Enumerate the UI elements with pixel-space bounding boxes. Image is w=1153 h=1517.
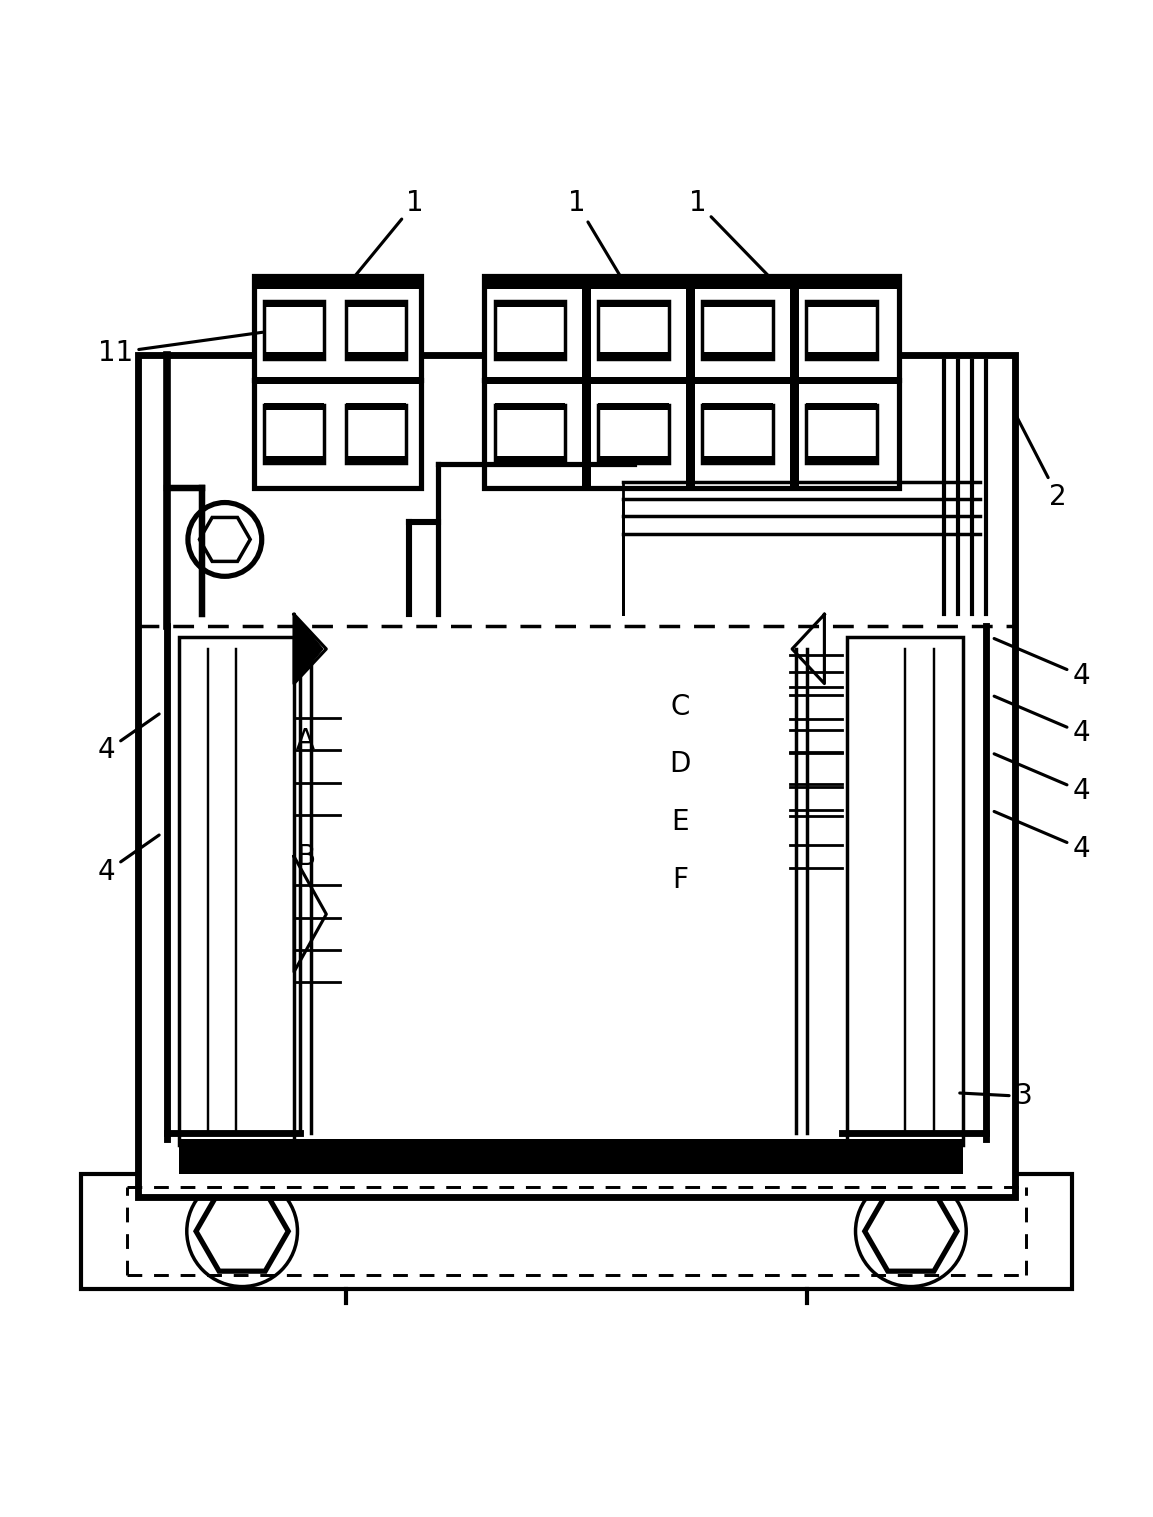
Bar: [847, 637, 963, 1145]
Bar: [495, 352, 565, 360]
Bar: [598, 455, 669, 463]
Text: 3: 3: [959, 1083, 1032, 1110]
Text: 4: 4: [994, 812, 1090, 863]
Circle shape: [856, 1176, 966, 1286]
Bar: [686, 276, 695, 379]
Text: B: B: [296, 842, 315, 871]
Bar: [484, 276, 899, 379]
Bar: [598, 299, 669, 306]
Bar: [346, 299, 406, 306]
Bar: [598, 404, 669, 410]
Bar: [484, 376, 899, 384]
Bar: [264, 300, 324, 360]
Bar: [790, 276, 799, 379]
Text: 4: 4: [994, 754, 1090, 806]
Bar: [264, 299, 324, 306]
Bar: [598, 405, 669, 463]
Text: 4: 4: [98, 834, 159, 886]
Text: 4: 4: [994, 639, 1090, 690]
Bar: [264, 352, 324, 360]
Bar: [81, 1174, 1072, 1289]
Bar: [254, 276, 421, 290]
Bar: [264, 405, 324, 463]
Bar: [346, 405, 406, 463]
Bar: [806, 352, 876, 360]
Bar: [179, 1139, 963, 1174]
Bar: [346, 352, 406, 360]
Bar: [686, 379, 695, 487]
Text: D: D: [670, 751, 691, 778]
Bar: [264, 404, 324, 410]
Text: 1: 1: [567, 188, 621, 278]
Bar: [346, 404, 406, 410]
Bar: [484, 276, 899, 290]
Text: 1: 1: [688, 188, 770, 278]
Bar: [582, 379, 591, 487]
Text: 4: 4: [98, 715, 159, 765]
Bar: [495, 299, 565, 306]
Text: 1: 1: [354, 188, 424, 278]
Bar: [254, 379, 421, 487]
Bar: [346, 455, 406, 463]
Bar: [806, 404, 876, 410]
Text: E: E: [671, 809, 689, 836]
Bar: [806, 300, 876, 360]
Bar: [702, 300, 773, 360]
Text: 11: 11: [98, 332, 263, 367]
Bar: [582, 276, 591, 379]
Bar: [346, 300, 406, 360]
Bar: [254, 276, 421, 379]
Bar: [806, 455, 876, 463]
Text: 4: 4: [994, 696, 1090, 748]
Bar: [484, 379, 899, 487]
Bar: [790, 379, 799, 487]
Bar: [702, 455, 773, 463]
Bar: [495, 404, 565, 410]
Bar: [806, 299, 876, 306]
Polygon shape: [294, 614, 323, 684]
Bar: [806, 405, 876, 463]
Bar: [264, 455, 324, 463]
Bar: [495, 455, 565, 463]
Bar: [179, 637, 294, 1145]
Bar: [495, 300, 565, 360]
Text: 2: 2: [1016, 416, 1067, 511]
Bar: [598, 300, 669, 360]
Text: C: C: [671, 693, 689, 721]
Circle shape: [188, 502, 262, 576]
Bar: [702, 352, 773, 360]
Bar: [702, 404, 773, 410]
Bar: [138, 355, 1015, 1197]
Bar: [254, 376, 421, 384]
Bar: [495, 405, 565, 463]
Circle shape: [187, 1176, 297, 1286]
Bar: [598, 352, 669, 360]
Text: A: A: [296, 727, 315, 755]
Bar: [702, 299, 773, 306]
Bar: [702, 405, 773, 463]
Text: F: F: [672, 866, 688, 894]
